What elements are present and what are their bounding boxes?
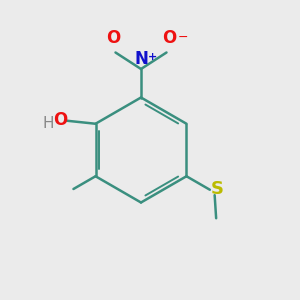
Text: O: O xyxy=(53,110,67,128)
Text: O: O xyxy=(106,29,120,47)
Text: +: + xyxy=(148,52,157,62)
Text: −: − xyxy=(178,31,188,44)
Text: O: O xyxy=(162,29,176,47)
Text: H: H xyxy=(43,116,54,131)
Text: S: S xyxy=(210,180,224,198)
Text: N: N xyxy=(134,50,148,68)
